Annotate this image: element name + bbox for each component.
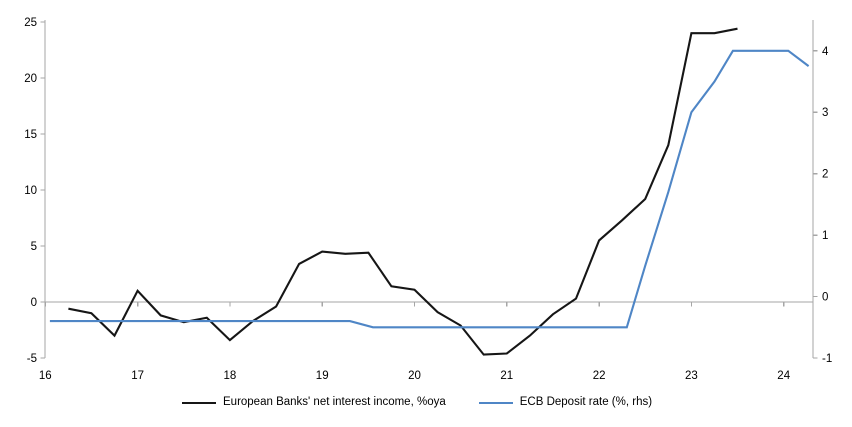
legend-label-ecb-deposit-rate: ECB Deposit rate (%, rhs) [519,396,653,408]
black-line-sample-icon [182,401,216,404]
x-axis-label: 18 [224,370,237,382]
x-axis-label: 19 [316,370,329,382]
right-axis-label: 1 [822,230,828,242]
x-axis-label: 20 [408,370,421,382]
left-axis-label: 20 [24,73,37,85]
legend: European Banks' net interest income, %oy… [182,395,652,410]
x-axis-label: 22 [593,370,606,382]
left-axis-label: 0 [31,297,37,309]
series-line-ecb-deposit-rate [49,49,810,329]
x-axis-label: 21 [500,370,513,382]
legend-item-ecb-deposit-rate: ECB Deposit rate (%, rhs) [478,395,653,410]
x-axis-label: 23 [685,370,698,382]
left-axis-label: -5 [27,353,37,365]
series-line-net-interest-income [68,27,738,356]
left-axis-label: 5 [31,241,37,253]
left-axis-label: 10 [24,185,37,197]
right-axis-label: 2 [822,169,828,181]
x-axis-label: 16 [39,370,52,382]
legend-item-net-interest-income: European Banks' net interest income, %oy… [182,395,446,410]
right-axis-label: -1 [822,353,832,365]
x-axis-label: 24 [777,370,790,382]
blue-line-sample-icon [478,401,513,404]
left-axis-label: 15 [24,129,37,141]
legend-label-net-interest-income: European Banks' net interest income, %oy… [223,396,446,408]
right-axis-label: 3 [822,107,828,119]
right-axis-label: 4 [822,46,829,58]
right-axis-label: 0 [822,292,828,304]
left-axis-label: 25 [24,17,37,29]
x-axis-label: 17 [131,370,144,382]
